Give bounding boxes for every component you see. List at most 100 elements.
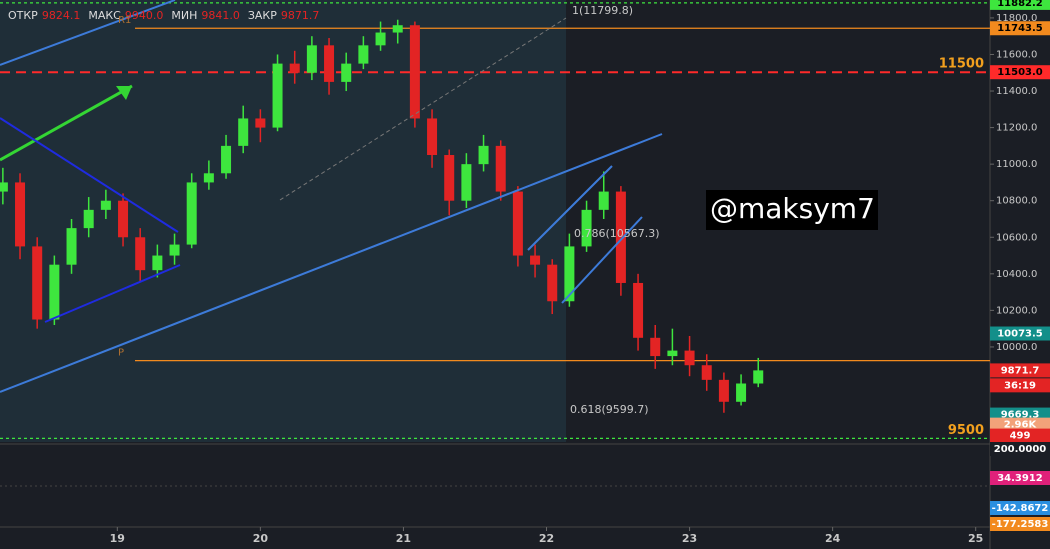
candle-body — [83, 209, 94, 229]
price-tag-label: 2.96K — [1004, 420, 1038, 431]
level-label: 11500 — [939, 57, 984, 72]
trendline — [0, 0, 176, 66]
header-label: ОТКР — [8, 9, 38, 22]
candle-body — [753, 370, 764, 384]
y-tick-label: 10200.0 — [996, 305, 1037, 316]
candle-body — [598, 191, 609, 210]
price-tag-label: 10073.5 — [997, 329, 1043, 340]
price-tag-label: 9669.3 — [1001, 410, 1040, 421]
candle-body — [392, 25, 403, 33]
candle-body — [512, 191, 523, 256]
y-tick-label: 10800.0 — [996, 196, 1037, 207]
candle-body — [341, 63, 352, 82]
channel — [561, 216, 643, 304]
header-value: 9871.7 — [281, 9, 320, 22]
candle-body — [100, 200, 111, 210]
price-tag-label: 11743.5 — [997, 23, 1043, 34]
header-value: 9940.0 — [125, 9, 164, 22]
y-tick-label: 10600.0 — [996, 232, 1037, 243]
watermark: @maksym7 — [710, 192, 875, 225]
price-tag-label: 11503.0 — [997, 67, 1043, 78]
candle-body — [324, 45, 335, 82]
indicator-tag-label: -142.8672 — [992, 503, 1049, 514]
price-tag — [990, 326, 1050, 341]
candle-body — [427, 118, 438, 156]
indicator-tag — [990, 501, 1050, 515]
candle-body — [32, 246, 43, 320]
candle-body — [495, 145, 506, 192]
candle-body — [203, 173, 214, 183]
candle-body — [66, 228, 77, 265]
fib-trend — [279, 17, 567, 201]
x-tick-label: 22 — [539, 532, 554, 545]
header-label: МИН — [171, 9, 197, 22]
indicator-tag-label: -177.2583 — [992, 519, 1049, 530]
candle-body — [530, 255, 541, 265]
candle-body — [118, 200, 129, 238]
y-tick-label: 11000.0 — [996, 159, 1037, 170]
candle-body — [375, 32, 386, 46]
indicator-tag — [990, 471, 1050, 485]
candle-body — [478, 145, 489, 165]
candle-body — [186, 182, 197, 245]
candle-body — [135, 237, 146, 271]
candle-body — [15, 182, 26, 247]
candle-body — [718, 379, 729, 402]
x-tick-label: 23 — [682, 532, 697, 545]
price-tag — [990, 65, 1050, 80]
trendline — [0, 117, 179, 233]
candle-body — [289, 63, 300, 73]
x-tick-label: 20 — [253, 532, 269, 545]
fib-label: 1(11799.8) — [572, 4, 633, 17]
candle-body — [701, 365, 712, 380]
candle-body — [615, 191, 626, 283]
indicator-tag — [990, 517, 1050, 531]
level-label: 9500 — [948, 423, 984, 438]
candle-body — [0, 182, 8, 192]
y-tick-label: 11200.0 — [996, 123, 1037, 134]
level-label: P — [118, 348, 124, 359]
header-label: ЗАКР — [248, 9, 277, 22]
candle-body — [650, 337, 661, 357]
x-tick-label: 21 — [396, 532, 411, 545]
candle-body — [238, 118, 249, 146]
price-tag-label: 499 — [1010, 431, 1031, 442]
candle-body — [684, 350, 695, 366]
price-tag — [990, 21, 1050, 36]
indicator-tag-label: 200.0000 — [994, 444, 1047, 455]
candle-body — [461, 164, 472, 201]
price-tag — [990, 378, 1050, 393]
candle-body — [152, 255, 163, 271]
candle-body — [736, 383, 747, 402]
shaded-range — [0, 0, 566, 442]
level-label: R1 — [118, 15, 131, 26]
candle-body — [547, 264, 558, 302]
indicator-tag-label: 34.3912 — [997, 473, 1043, 484]
header-value: 9841.0 — [201, 9, 240, 22]
x-tick-label: 24 — [825, 532, 841, 545]
price-tag — [990, 363, 1050, 378]
candle-body — [581, 209, 592, 247]
price-tag — [990, 417, 1050, 432]
y-tick-label: 11600.0 — [996, 49, 1037, 60]
price-tag-label: 9871.7 — [1001, 365, 1040, 376]
fib-label: 0.786(10567.3) — [574, 227, 660, 240]
fib-label: 0.618(9599.7) — [570, 403, 649, 416]
y-tick-label: 10400.0 — [996, 269, 1037, 280]
header: ОТКР 9824.1 МАКС 9940.0 МИН 9841.0 ЗАКР 9871.7 — [8, 9, 319, 22]
x-tick-label: 25 — [968, 532, 983, 545]
y-tick-label: 10000.0 — [996, 342, 1037, 353]
candle-body — [409, 25, 420, 119]
y-tick-label: 11800.0 — [996, 13, 1037, 24]
candle-body — [306, 45, 317, 73]
price-tag-label: 36:19 — [1004, 380, 1036, 391]
header-value: 9824.1 — [42, 9, 81, 22]
indicator-tag — [990, 442, 1050, 456]
price-tag — [990, 0, 1050, 10]
trendline — [0, 133, 663, 393]
x-tick-label: 19 — [110, 532, 125, 545]
candle-body — [49, 264, 60, 320]
y-tick-label: 11400.0 — [996, 86, 1037, 97]
header-label: МАКС — [88, 9, 121, 22]
